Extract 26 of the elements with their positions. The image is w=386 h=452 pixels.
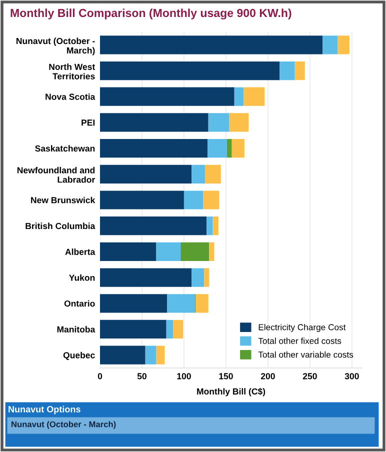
chart-title: Monthly Bill Comparison (Monthly usage 900 KW.h) — [10, 8, 292, 20]
y-tick-label: New Brunswick — [31, 196, 96, 204]
x-tick-label: 150 — [219, 373, 233, 380]
text: Nunavut Options — [8, 406, 80, 414]
y-tick-label: Nunavut (October - March) — [16, 38, 95, 56]
legend-label: Total other fixed costs — [258, 338, 342, 344]
legend-label: Electricity Charge Cost — [258, 324, 346, 332]
y-tick-label: Manitoba — [57, 326, 96, 332]
x-tick-label: 200 — [260, 373, 275, 380]
x-axis-title: Monthly Bill (C$) — [197, 388, 266, 396]
y-tick-label: Yukon — [69, 274, 95, 281]
legend-label: Total other variable costs — [258, 351, 354, 358]
y-tick-label: PEI — [82, 120, 95, 126]
y-tick-label: Ontario — [64, 300, 95, 307]
y-tick-label: Nova Scotia — [46, 93, 96, 100]
y-tick-label: Alberta — [65, 248, 96, 255]
x-tick-label: 50 — [137, 373, 146, 380]
y-tick-label: British Columbia — [26, 222, 96, 230]
x-tick-label: 100 — [177, 373, 191, 380]
y-tick-label: North West Territories — [49, 64, 96, 80]
y-tick-label: Newfoundland and Labrador — [17, 166, 96, 183]
x-tick-label: 300 — [344, 373, 359, 380]
y-tick-label: Saskatchewan — [35, 145, 95, 152]
y-tick-label: Quebec — [63, 352, 95, 360]
x-tick-label: 0 — [98, 373, 102, 380]
x-tick-label: 250 — [302, 373, 317, 380]
